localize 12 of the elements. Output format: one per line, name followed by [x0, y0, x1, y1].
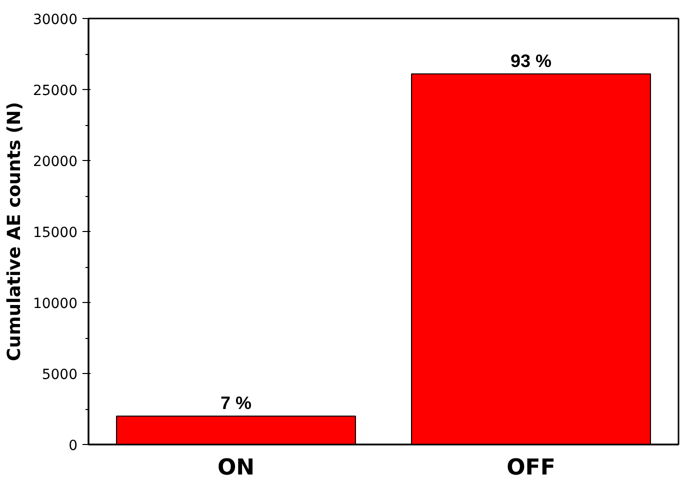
y-tick-label: 25000: [32, 83, 78, 99]
x-tick-label: OFF: [506, 456, 556, 480]
y-tick-label: 20000: [32, 154, 78, 170]
y-tick-label: 30000: [32, 12, 78, 28]
y-tick-label: 5000: [42, 367, 78, 383]
annotation: 93 %: [510, 50, 552, 71]
y-tick-label: 0: [68, 438, 78, 454]
x-tick-label: ON: [217, 456, 255, 480]
annotation: 7 %: [220, 393, 252, 414]
y-tick-label: 10000: [32, 296, 78, 312]
y-axis-title: Cumulative AE counts (N): [4, 102, 25, 362]
y-tick-label: 15000: [32, 225, 78, 241]
